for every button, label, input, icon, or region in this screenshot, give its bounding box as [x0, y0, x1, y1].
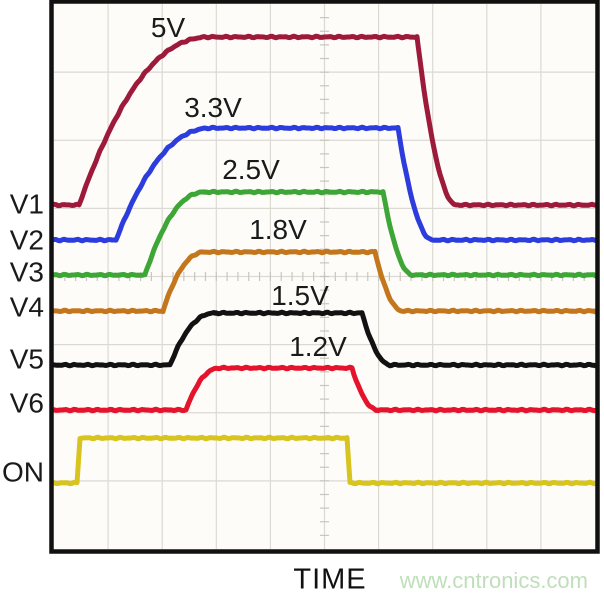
watermark-text: www.cntronics.com: [399, 568, 588, 593]
voltage-label-1p5v: 1.5V: [271, 280, 329, 311]
trace-on: [51, 434, 598, 487]
trace-v6: [51, 364, 598, 414]
trace-v3: [51, 188, 598, 279]
trace-v1: [51, 33, 598, 209]
channel-label-v3: V3: [9, 256, 44, 288]
trace-v5: [51, 309, 598, 369]
time-axis-label: TIME: [293, 563, 367, 596]
channel-label-v6: V6: [9, 387, 44, 419]
channel-label-v4: V4: [9, 291, 44, 323]
channel-label-v5: V5: [9, 343, 44, 375]
trace-v4: [51, 248, 598, 315]
trace-v2: [51, 124, 598, 244]
voltage-label-2p5v: 2.5V: [222, 154, 280, 185]
channel-label-v2: V2: [9, 224, 44, 256]
voltage-label-1p2v: 1.2V: [289, 331, 347, 362]
plot-border: [49, 0, 600, 554]
channel-label-on: ON: [2, 456, 44, 488]
voltage-label-3p3v: 3.3V: [184, 92, 242, 123]
channel-label-v1: V1: [9, 188, 44, 220]
voltage-label-5v: 5V: [150, 12, 186, 43]
voltage-label-1p8v: 1.8V: [249, 214, 307, 245]
